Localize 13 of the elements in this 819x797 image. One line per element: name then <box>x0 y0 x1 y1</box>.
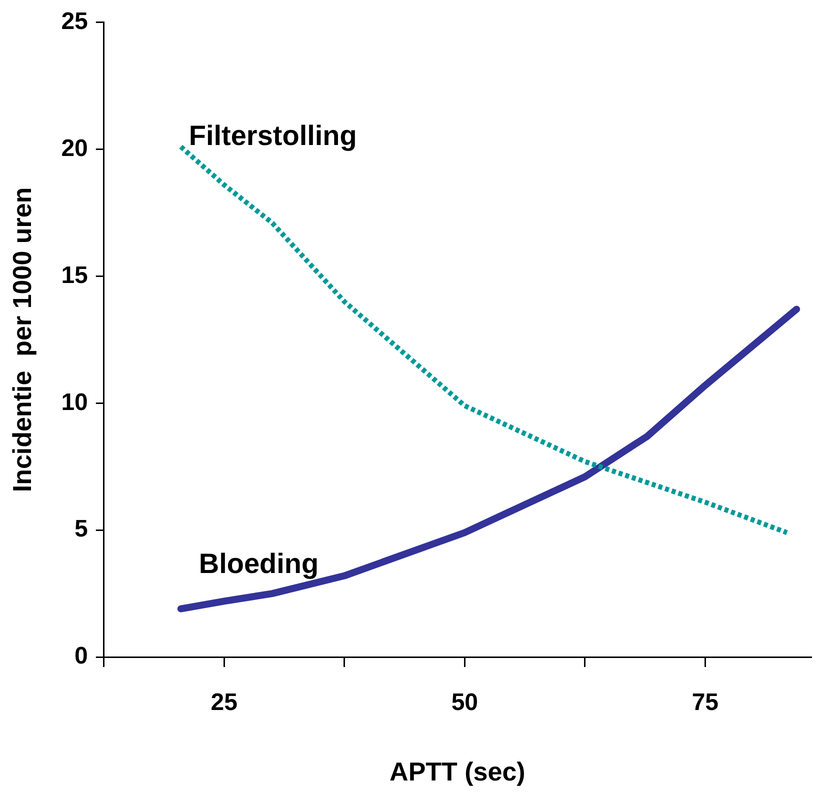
y-tick-label: 15 <box>61 262 88 289</box>
series-label: Filterstolling <box>188 120 357 151</box>
y-axis-title: Incidentie per 1000 uren <box>6 187 37 492</box>
y-tick-label: 10 <box>61 388 88 416</box>
series-label: Bloeding <box>198 548 319 579</box>
y-tick-label: 20 <box>61 134 88 162</box>
x-tick-label: 50 <box>451 689 478 716</box>
x-axis-title: APTT (sec) <box>390 756 526 787</box>
y-tick-label: 25 <box>61 8 88 36</box>
y-tick-label: 5 <box>74 516 88 543</box>
x-tick-label: 25 <box>210 689 238 716</box>
x-tick-label: 75 <box>692 689 719 716</box>
y-tick-label: 0 <box>74 642 88 670</box>
